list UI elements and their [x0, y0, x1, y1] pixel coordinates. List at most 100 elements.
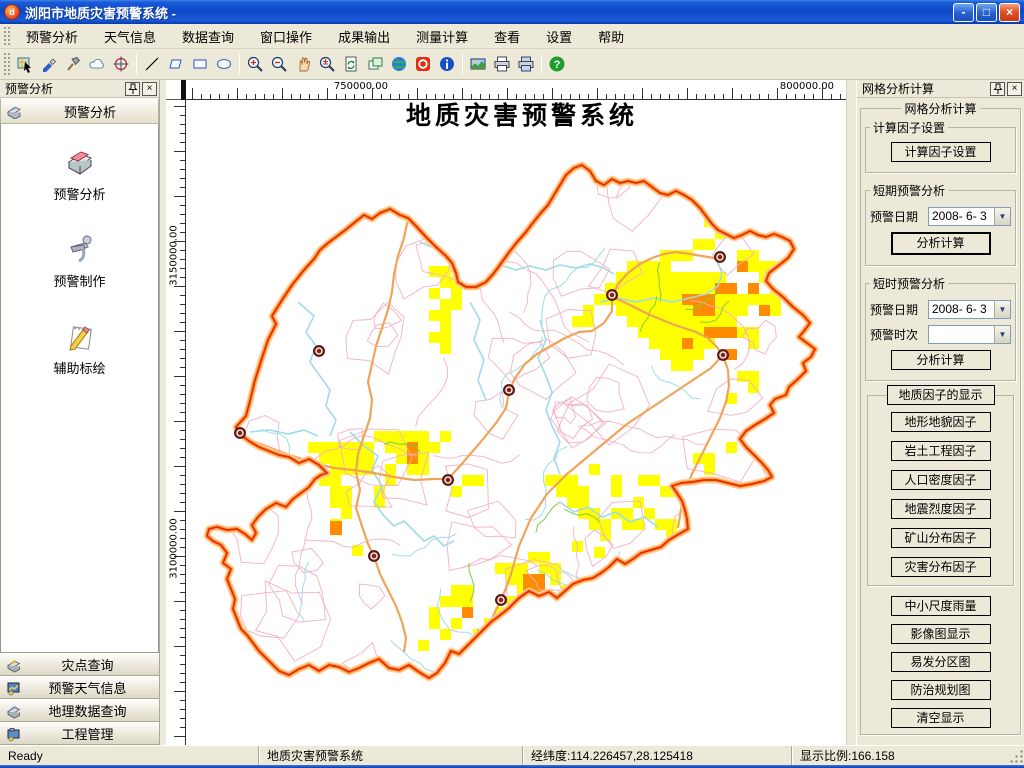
section-bar-warning-analysis[interactable]: 预警分析	[0, 98, 159, 124]
geo-factor-display-button[interactable]: 地质因子的显示	[886, 385, 995, 405]
rainfall-button[interactable]: 中小尺度雨量	[890, 596, 991, 616]
prevention-plan-button[interactable]: 防治规划图	[890, 680, 991, 700]
town-marker[interactable]	[714, 251, 726, 263]
chevron-down-icon[interactable]: ▼	[994, 326, 1010, 343]
clear-display-button[interactable]: 清空显示	[890, 708, 991, 728]
image-view-icon[interactable]	[466, 52, 490, 76]
disaster-factor-button[interactable]: 灾害分布因子	[890, 557, 991, 577]
restore-button[interactable]: □	[976, 2, 997, 22]
seismic-factor-button[interactable]: 地震烈度因子	[890, 499, 991, 519]
copy-window-icon[interactable]	[363, 52, 387, 76]
cloud-tool-icon[interactable]	[85, 52, 109, 76]
mine-factor-button[interactable]: 矿山分布因子	[890, 528, 991, 548]
immediate-analyze-button[interactable]: 分析计算	[890, 350, 991, 370]
bar-geo-query[interactable]: 地理数据查询	[0, 699, 159, 722]
print-preview-icon[interactable]	[514, 52, 538, 76]
chevron-down-icon[interactable]: ▼	[994, 301, 1010, 318]
map-canvas[interactable]: 地质灾害预警系统	[186, 100, 846, 745]
resize-grip[interactable]	[1008, 747, 1024, 764]
town-marker[interactable]	[234, 427, 246, 439]
immediate-date-combobox[interactable]: 2008- 6- 3 ▼	[928, 300, 1011, 319]
minimize-button[interactable]: -	[953, 2, 974, 22]
chevron-down-icon[interactable]: ▼	[994, 208, 1010, 225]
town-marker[interactable]	[368, 550, 380, 562]
susceptibility-map-button[interactable]: 易发分区图	[890, 652, 991, 672]
refresh-view-icon[interactable]	[339, 52, 363, 76]
disaster-query-icon	[7, 659, 21, 672]
terrain-factor-button[interactable]: 地形地貌因子	[890, 412, 991, 432]
toolbar-separator	[462, 54, 463, 74]
draw-rectangle-icon[interactable]	[188, 52, 212, 76]
menu-weather-info[interactable]: 天气信息	[104, 29, 157, 45]
town-marker[interactable]	[495, 594, 507, 606]
town-marker[interactable]	[717, 349, 729, 361]
immediate-group: 短时预警分析 预警日期 2008- 6- 3 ▼ 预警时次	[865, 275, 1016, 381]
menu-drag-handle[interactable]	[3, 26, 10, 46]
pin-icon[interactable]	[990, 81, 1005, 96]
stop-record-icon[interactable]	[411, 52, 435, 76]
zoom-extent-icon[interactable]	[315, 52, 339, 76]
left-panel: 预警分析 × 预警分析 预警分析 预警制作 辅助标绘	[0, 80, 160, 745]
menu-warning-analysis[interactable]: 预警分析	[26, 29, 79, 45]
draw-polygon-icon[interactable]	[164, 52, 188, 76]
tool-warning-analysis[interactable]: 预警分析	[20, 140, 140, 209]
print-icon[interactable]	[490, 52, 514, 76]
close-button[interactable]: ×	[999, 2, 1020, 22]
hammer-tool-icon[interactable]	[61, 52, 85, 76]
short-term-group: 短期预警分析 预警日期 2008- 6- 3 ▼ 分析计算	[865, 182, 1016, 266]
short-term-analyze-button[interactable]: 分析计算	[890, 232, 991, 255]
tool-warning-produce[interactable]: 预警制作	[20, 227, 140, 296]
pin-icon[interactable]	[125, 81, 140, 96]
toolbar-separator	[136, 54, 137, 74]
calc-factor-group: 计算因子设置 计算因子设置	[865, 119, 1016, 173]
draw-ellipse-icon[interactable]	[212, 52, 236, 76]
menu-window-ops[interactable]: 窗口操作	[260, 29, 313, 45]
window-title: 浏阳市地质灾害预警系统 -	[25, 5, 176, 21]
short-term-date-combobox[interactable]: 2008- 6- 3 ▼	[928, 207, 1011, 226]
close-icon[interactable]: ×	[1007, 81, 1022, 96]
help-icon[interactable]: ?	[545, 52, 569, 76]
map-select-icon[interactable]	[13, 52, 37, 76]
zoom-out-icon[interactable]	[267, 52, 291, 76]
menu-view[interactable]: 查看	[494, 29, 521, 45]
town-marker[interactable]	[313, 345, 325, 357]
bar-project-manage[interactable]: 工程管理	[0, 722, 159, 745]
map-document: 750000.00 800000.00 3150000.00 3100000.00 …	[166, 80, 846, 745]
section-icon	[7, 106, 21, 119]
town-marker[interactable]	[606, 289, 618, 301]
immediate-time-combobox[interactable]: ▼	[928, 325, 1011, 344]
bar-disaster-query[interactable]: 灾点查询	[0, 653, 159, 676]
short-term-date-value: 2008- 6- 3	[932, 209, 987, 223]
menu-settings[interactable]: 设置	[546, 29, 573, 45]
center-target-icon[interactable]	[109, 52, 133, 76]
globe-view-icon[interactable]	[387, 52, 411, 76]
town-marker[interactable]	[442, 474, 454, 486]
image-display-button[interactable]: 影像图显示	[890, 624, 991, 644]
ruler-label: 750000.00	[333, 81, 388, 92]
geotech-factor-button[interactable]: 岩土工程因子	[890, 441, 991, 461]
menu-measure-calc[interactable]: 测量计算	[416, 29, 469, 45]
close-icon[interactable]: ×	[142, 81, 157, 96]
bar-label: 灾点查询	[61, 658, 114, 673]
bar-weather-info[interactable]: 预警天气信息	[0, 676, 159, 699]
short-term-date-label: 预警日期	[870, 210, 919, 224]
info-identify-icon[interactable]	[435, 52, 459, 76]
town-marker[interactable]	[503, 384, 515, 396]
menu-data-query[interactable]: 数据查询	[182, 29, 235, 45]
tool-aux-plot[interactable]: 辅助标绘	[20, 314, 140, 383]
toolbar-drag-handle[interactable]	[3, 52, 10, 76]
aux-plot-icon	[68, 326, 92, 351]
bar-label: 地理数据查询	[48, 704, 127, 719]
zoom-in-icon[interactable]	[243, 52, 267, 76]
calc-factor-settings-button[interactable]: 计算因子设置	[890, 142, 991, 162]
pan-hand-icon[interactable]	[291, 52, 315, 76]
population-factor-button[interactable]: 人口密度因子	[890, 470, 991, 490]
draw-line-icon[interactable]	[140, 52, 164, 76]
right-splitter[interactable]	[846, 80, 856, 745]
right-panel-header: 网格分析计算 ×	[857, 80, 1024, 98]
menu-result-output[interactable]: 成果输出	[338, 29, 391, 45]
menu-help[interactable]: 帮助	[598, 29, 625, 45]
bar-label: 工程管理	[61, 727, 114, 742]
edit-map-icon[interactable]	[37, 52, 61, 76]
left-splitter[interactable]	[160, 80, 166, 745]
